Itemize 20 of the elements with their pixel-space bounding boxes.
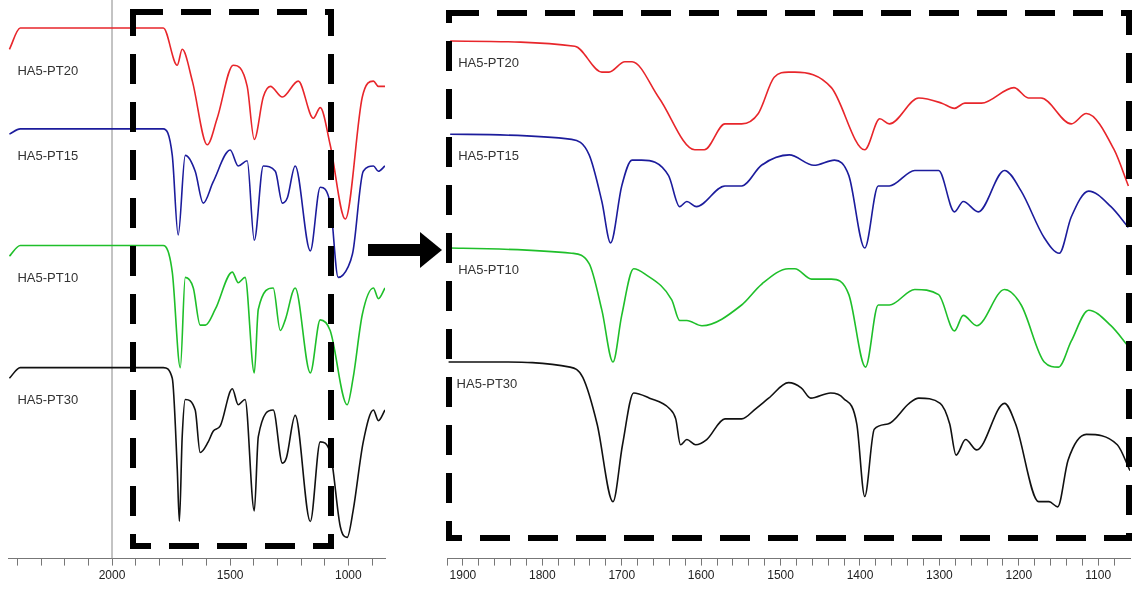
x-tick-label: 1900 bbox=[449, 568, 477, 583]
x-tick-label: 1000 bbox=[335, 568, 363, 583]
x-tick-label: 1400 bbox=[846, 568, 874, 583]
x-tick-label: 1300 bbox=[926, 568, 954, 583]
x-tick-label: 1600 bbox=[687, 568, 715, 583]
series-label: HA5-PT20 bbox=[458, 54, 519, 70]
series-label: HA5-PT15 bbox=[458, 147, 519, 163]
series-label: HA5-PT15 bbox=[17, 147, 79, 163]
x-tick-label: 1200 bbox=[1005, 568, 1033, 583]
x-tick-label: 1700 bbox=[608, 568, 636, 583]
x-tick-label: 1100 bbox=[1085, 568, 1112, 583]
x-tick-label: 1800 bbox=[528, 568, 556, 583]
series-label: HA5-PT30 bbox=[456, 375, 518, 391]
x-tick-label: 1500 bbox=[216, 568, 244, 583]
series-label: HA5-PT30 bbox=[17, 391, 79, 407]
series-label: HA5-PT20 bbox=[17, 62, 79, 78]
x-tick-label: 2000 bbox=[98, 568, 126, 583]
series-label: HA5-PT10 bbox=[458, 261, 519, 277]
series-label: HA5-PT10 bbox=[17, 269, 79, 285]
x-tick-label: 1500 bbox=[767, 568, 795, 583]
